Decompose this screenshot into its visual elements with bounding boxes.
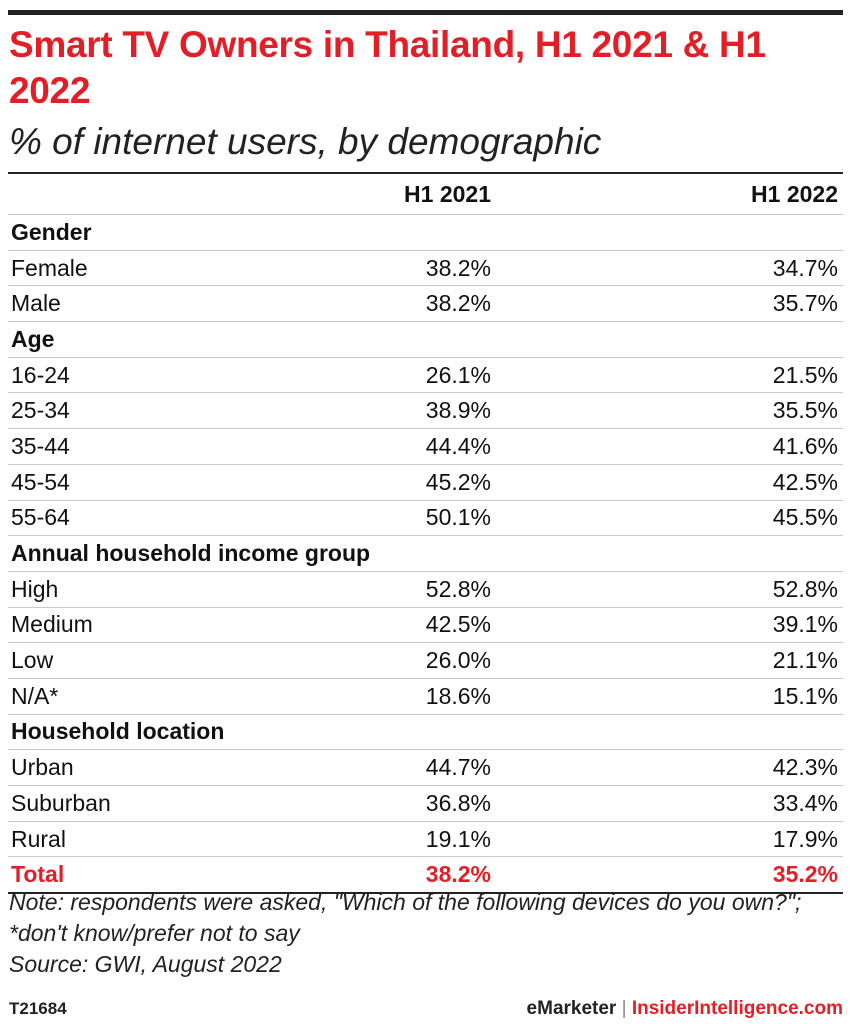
- value-h1-2022: 45.5%: [772, 504, 838, 531]
- data-table: H1 2021 H1 2022 Gender Female 38.2% 34.7% Ma…: [8, 172, 843, 895]
- value-h1-2021: 45.2%: [425, 468, 491, 495]
- table-row: 55-64 50.1% 45.5%: [8, 501, 843, 537]
- note-text: Note: respondents were asked, "Which of …: [9, 889, 802, 946]
- insider-intelligence-logo: InsiderIntelligence.com: [631, 998, 843, 1019]
- row-label: High: [11, 575, 59, 602]
- table-row: N/A* 18.6% 15.1%: [8, 679, 843, 715]
- brand-separator: |: [621, 998, 627, 1019]
- table-row: 35-44 44.4% 41.6%: [8, 429, 843, 465]
- row-label: Household location: [11, 718, 225, 745]
- group-header-row: Annual household income group: [8, 536, 843, 572]
- value-h1-2021: 38.9%: [425, 397, 491, 424]
- row-label: 25-34: [11, 397, 70, 424]
- total-row: Total 38.2% 35.2%: [8, 857, 843, 895]
- value-h1-2021: 50.1%: [425, 504, 491, 531]
- chart-title: Smart TV Owners in Thailand, H1 2021 & H…: [9, 24, 766, 111]
- value-h1-2022: 39.1%: [772, 611, 838, 638]
- value-h1-2022: 34.7%: [772, 254, 838, 281]
- value-h1-2022: 15.1%: [772, 682, 838, 709]
- value-h1-2021: 44.7%: [425, 754, 491, 781]
- row-label: Medium: [11, 611, 93, 638]
- table-row: Suburban 36.8% 33.4%: [8, 786, 843, 822]
- table-row: Urban 44.7% 42.3%: [8, 750, 843, 786]
- header-h1-2021: H1 2021: [404, 180, 491, 207]
- value-h1-2021: 38.2%: [425, 290, 491, 317]
- value-h1-2022: 41.6%: [772, 432, 838, 459]
- group-header-row: Gender: [8, 215, 843, 251]
- value-h1-2022: 21.5%: [772, 361, 838, 388]
- chart-subtitle: % of internet users, by demographic: [9, 121, 602, 162]
- value-h1-2021: 18.6%: [425, 682, 491, 709]
- source-text: Source: GWI, August 2022: [9, 951, 282, 977]
- emarketer-logo: eMarketer: [526, 998, 617, 1019]
- value-h1-2022: 17.9%: [772, 825, 838, 852]
- row-label: Male: [11, 290, 61, 317]
- row-label: Low: [11, 647, 54, 674]
- value-h1-2021: 38.2%: [425, 861, 491, 888]
- row-label: Suburban: [11, 789, 111, 816]
- table-header-row: H1 2021 H1 2022: [8, 174, 843, 215]
- chart-note: Note: respondents were asked, "Which of …: [9, 887, 844, 980]
- table-row: Female 38.2% 34.7%: [8, 251, 843, 287]
- value-h1-2022: 42.3%: [772, 754, 838, 781]
- value-h1-2021: 19.1%: [425, 825, 491, 852]
- value-h1-2021: 42.5%: [425, 611, 491, 638]
- top-rule: [8, 10, 843, 15]
- row-label: Urban: [11, 754, 74, 781]
- row-label: 35-44: [11, 432, 70, 459]
- value-h1-2022: 42.5%: [772, 468, 838, 495]
- row-label: Gender: [11, 218, 92, 245]
- value-h1-2022: 33.4%: [772, 789, 838, 816]
- row-label: Total: [11, 861, 65, 888]
- row-label: Female: [11, 254, 88, 281]
- value-h1-2022: 35.7%: [772, 290, 838, 317]
- brand-footer: eMarketer | InsiderIntelligence.com: [527, 998, 843, 1020]
- row-label: 45-54: [11, 468, 70, 495]
- value-h1-2021: 44.4%: [425, 432, 491, 459]
- group-header-row: Household location: [8, 715, 843, 751]
- row-label: Age: [11, 325, 55, 352]
- row-label: Rural: [11, 825, 66, 852]
- table-row: Rural 19.1% 17.9%: [8, 822, 843, 858]
- value-h1-2022: 35.5%: [772, 397, 838, 424]
- group-header-row: Age: [8, 322, 843, 358]
- value-h1-2021: 38.2%: [425, 254, 491, 281]
- value-h1-2021: 26.1%: [425, 361, 491, 388]
- chart-id: T21684: [9, 999, 67, 1018]
- row-label: N/A*: [11, 682, 59, 709]
- table-body: Gender Female 38.2% 34.7% Male 38.2% 35.7% Age 1…: [8, 215, 843, 895]
- row-label: 55-64: [11, 504, 70, 531]
- value-h1-2022: 35.2%: [772, 861, 838, 888]
- value-h1-2021: 52.8%: [425, 575, 491, 602]
- header-h1-2022: H1 2022: [751, 180, 838, 207]
- value-h1-2021: 36.8%: [425, 789, 491, 816]
- value-h1-2022: 52.8%: [772, 575, 838, 602]
- table-row: 45-54 45.2% 42.5%: [8, 465, 843, 501]
- table-row: 16-24 26.1% 21.5%: [8, 358, 843, 394]
- table-row: Male 38.2% 35.7%: [8, 286, 843, 323]
- value-h1-2022: 21.1%: [772, 647, 838, 674]
- value-h1-2021: 26.0%: [425, 647, 491, 674]
- row-label: 16-24: [11, 361, 70, 388]
- table-row: High 52.8% 52.8%: [8, 572, 843, 608]
- table-row: 25-34 38.9% 35.5%: [8, 393, 843, 430]
- row-label: Annual household income group: [11, 540, 371, 567]
- table-row: Medium 42.5% 39.1%: [8, 608, 843, 644]
- table-row: Low 26.0% 21.1%: [8, 643, 843, 679]
